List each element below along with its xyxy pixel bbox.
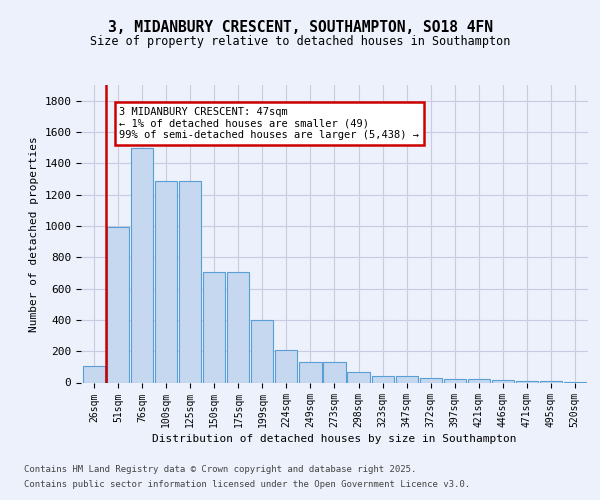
Bar <box>395 376 418 382</box>
Bar <box>419 378 442 382</box>
Text: Contains public sector information licensed under the Open Government Licence v3: Contains public sector information licen… <box>24 480 470 489</box>
Bar <box>227 272 250 382</box>
Bar <box>83 366 105 382</box>
Text: Contains HM Land Registry data © Crown copyright and database right 2025.: Contains HM Land Registry data © Crown c… <box>24 465 416 474</box>
Text: Size of property relative to detached houses in Southampton: Size of property relative to detached ho… <box>90 35 510 48</box>
Bar <box>203 272 226 382</box>
Text: 3 MIDANBURY CRESCENT: 47sqm
← 1% of detached houses are smaller (49)
99% of semi: 3 MIDANBURY CRESCENT: 47sqm ← 1% of deta… <box>119 107 419 140</box>
Bar <box>251 320 274 382</box>
Bar <box>179 180 202 382</box>
Bar <box>107 226 129 382</box>
Bar <box>131 148 154 382</box>
Bar <box>299 362 322 382</box>
Bar <box>371 376 394 382</box>
Y-axis label: Number of detached properties: Number of detached properties <box>29 136 39 332</box>
X-axis label: Distribution of detached houses by size in Southampton: Distribution of detached houses by size … <box>152 434 517 444</box>
Bar <box>323 362 346 382</box>
Bar <box>467 380 490 382</box>
Bar <box>155 180 178 382</box>
Bar <box>540 381 562 382</box>
Bar <box>275 350 298 382</box>
Bar <box>491 380 514 382</box>
Bar <box>515 380 538 382</box>
Bar <box>443 380 466 382</box>
Text: 3, MIDANBURY CRESCENT, SOUTHAMPTON, SO18 4FN: 3, MIDANBURY CRESCENT, SOUTHAMPTON, SO18… <box>107 20 493 35</box>
Bar <box>347 372 370 382</box>
